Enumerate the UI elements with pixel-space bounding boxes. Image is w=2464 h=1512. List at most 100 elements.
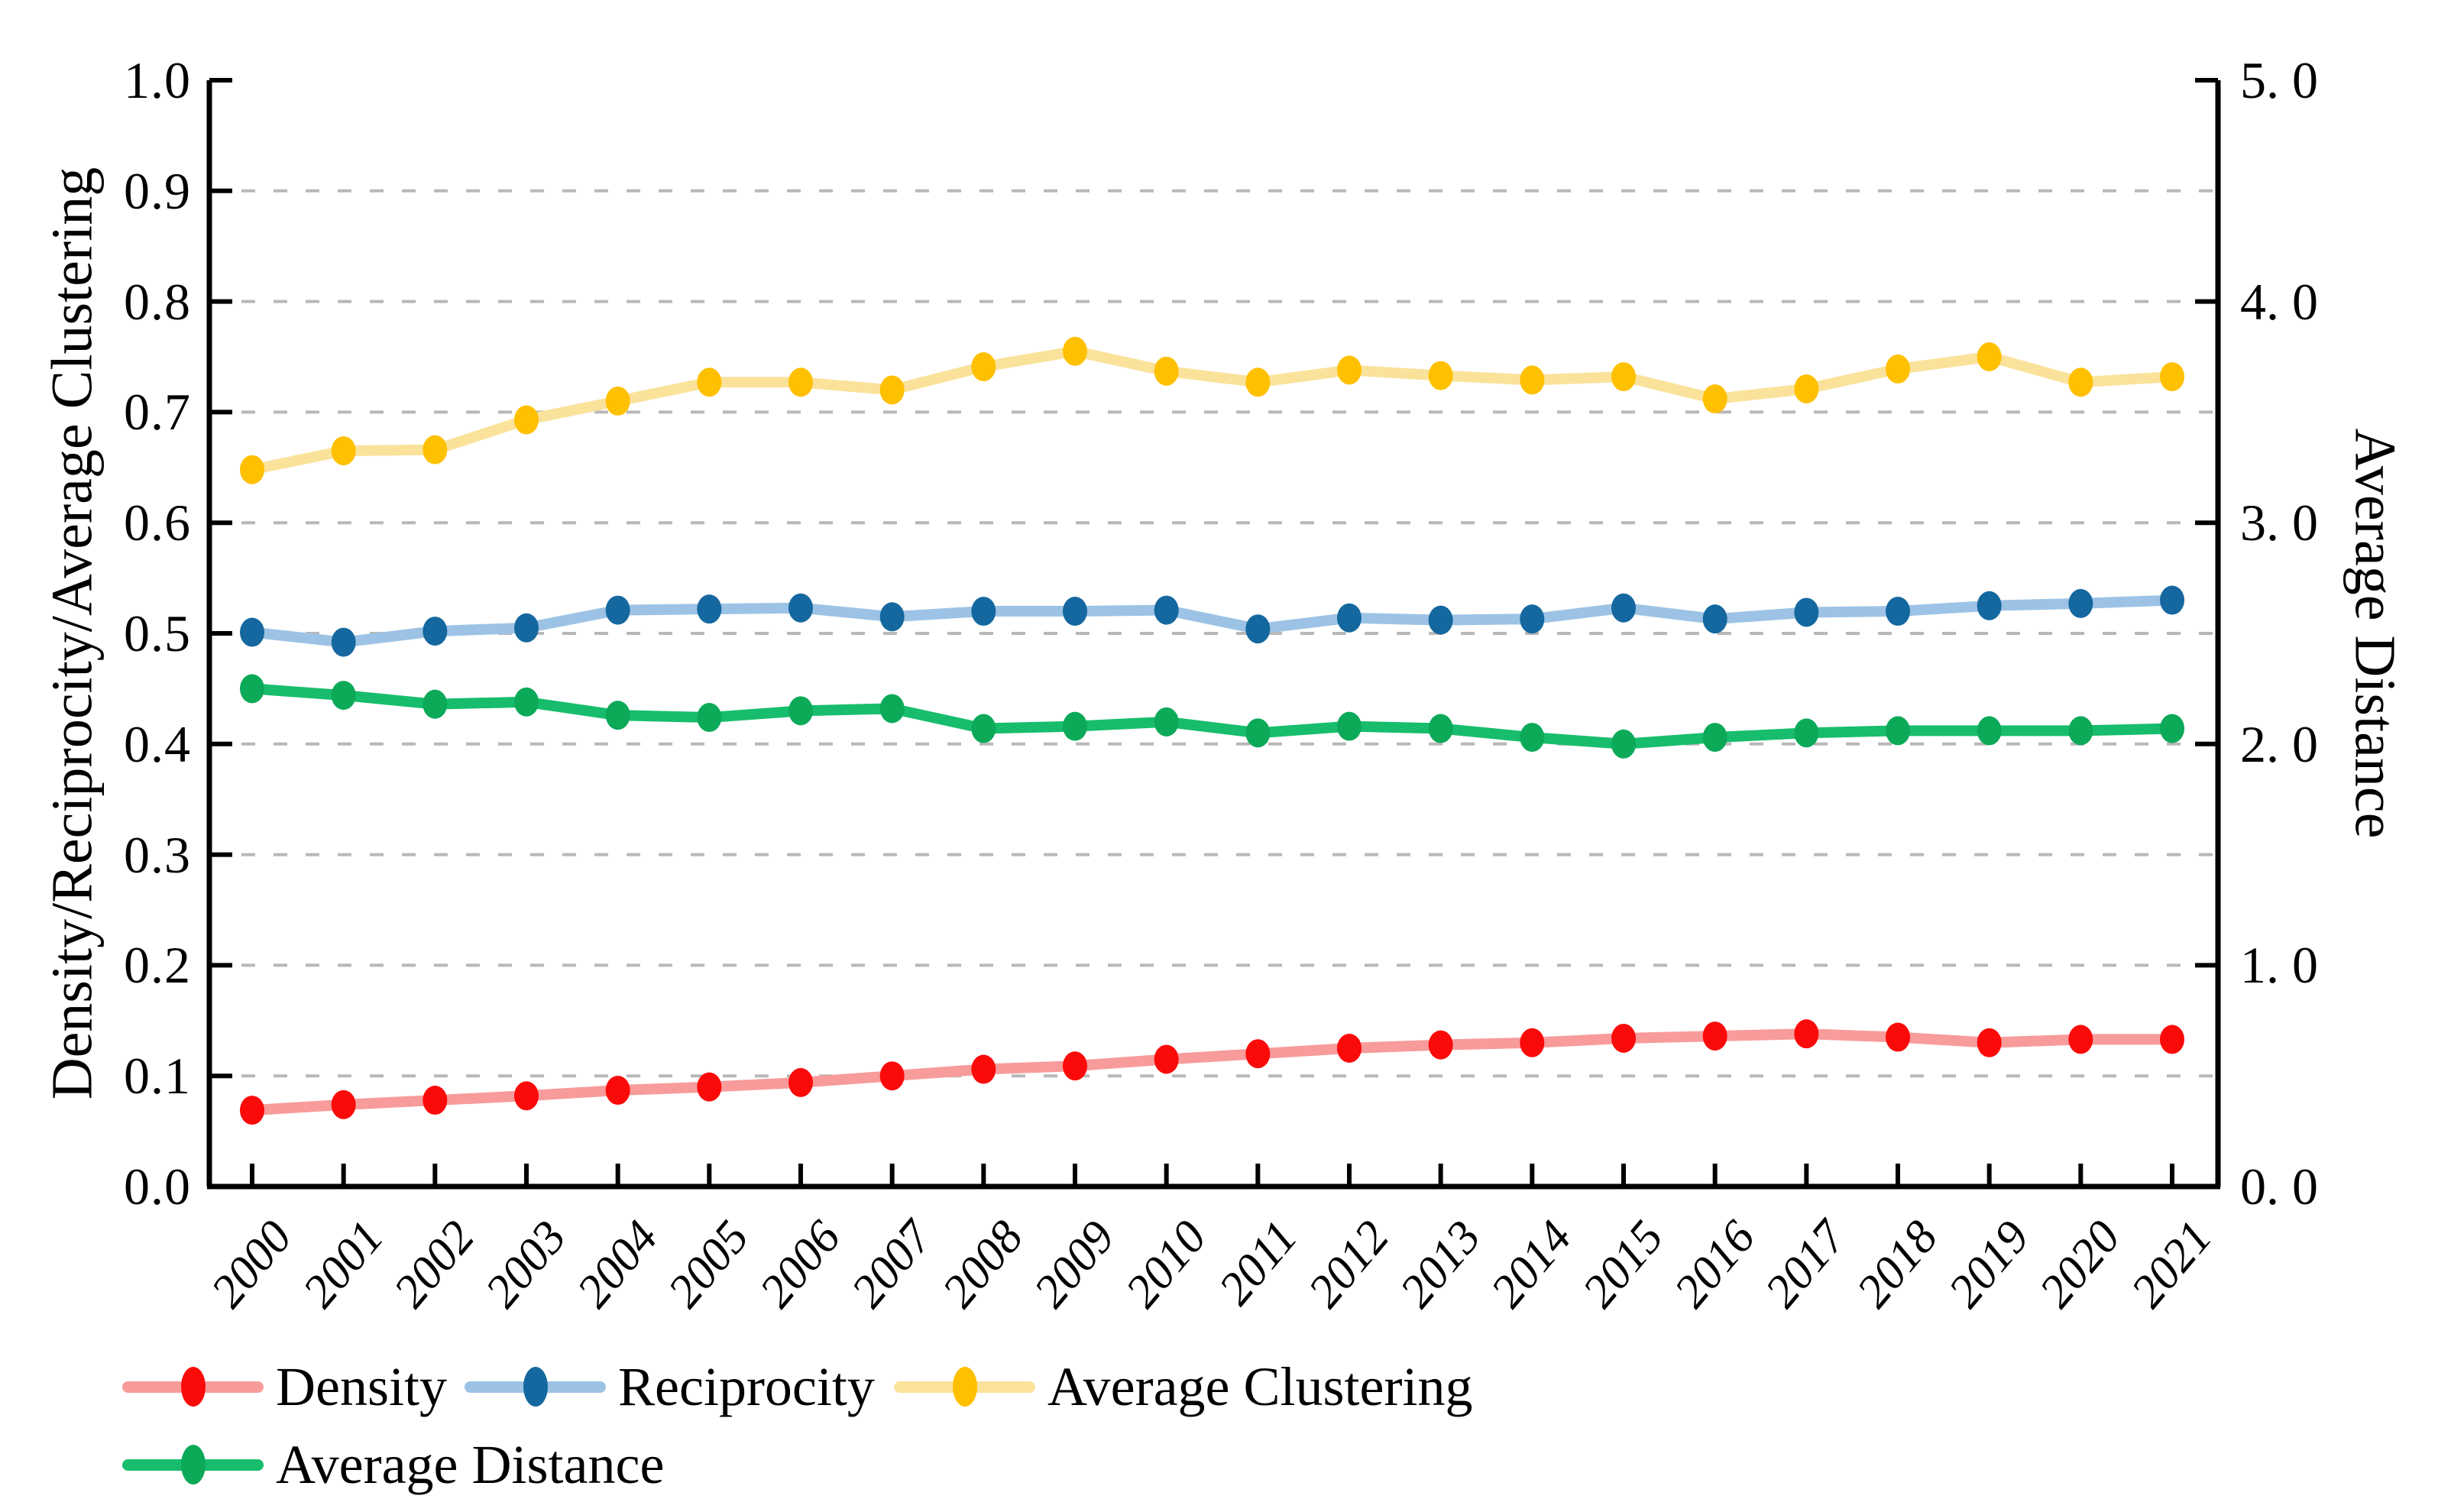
legend-label-average-distance: Average Distance [276, 1433, 665, 1495]
average-distance-point [1794, 718, 1819, 748]
average-distance-point [605, 701, 630, 730]
average-distance-point [1702, 723, 1727, 753]
reciprocity-point [514, 613, 539, 643]
average-clustering-point [1337, 355, 1362, 385]
density-point [331, 1089, 356, 1119]
density-line [247, 1028, 2177, 1116]
average-distance-point [1154, 707, 1179, 737]
left-axis-tick-label: 1.0 [124, 51, 191, 109]
right-axis-tick-label: 2. 0 [2240, 714, 2318, 773]
average-distance-point [240, 674, 264, 704]
left-axis-tick-label: 0.2 [124, 936, 191, 995]
reciprocity-point [1611, 593, 1636, 623]
reciprocity-point [971, 597, 996, 626]
average-distance-point [423, 689, 448, 719]
reciprocity-point [1245, 614, 1271, 644]
density-point [1428, 1030, 1453, 1060]
average-clustering-point [1428, 361, 1453, 390]
average-distance-point [788, 696, 813, 726]
average-clustering-point [1063, 336, 1087, 366]
left-axis-tick-label: 0.3 [124, 825, 191, 884]
average-distance-point [1428, 714, 1453, 743]
reciprocity-point [1337, 603, 1362, 633]
density-point [1063, 1051, 1087, 1081]
left-axis-tick-label: 0.4 [124, 714, 191, 773]
reciprocity-point [697, 594, 722, 624]
average-distance-line [247, 683, 2177, 750]
reciprocity-legend-marker-icon [465, 1352, 606, 1421]
reciprocity-point [1977, 591, 2002, 620]
left-axis-tick-label: 0.7 [124, 383, 191, 442]
density-point [697, 1072, 722, 1102]
density-point [2068, 1025, 2093, 1054]
right-axis-tick-label: 5. 0 [2240, 51, 2318, 109]
average-distance-point [1886, 716, 1910, 746]
right-axis-tick-label: 4. 0 [2240, 272, 2318, 331]
density-point [423, 1086, 448, 1115]
average-distance-point [331, 681, 356, 711]
density-point [879, 1061, 905, 1091]
reciprocity-point [1063, 597, 1087, 626]
reciprocity-point [2160, 585, 2184, 615]
average-distance-point [879, 694, 905, 724]
left-axis-tick-label: 0.9 [124, 161, 191, 220]
average-distance-point [514, 687, 539, 717]
reciprocity-point [240, 617, 264, 647]
left-axis-tick-label: 0.5 [124, 604, 191, 662]
average-distance-point [1611, 729, 1636, 759]
average-clustering-point [2160, 362, 2184, 392]
average-clustering-point [1245, 367, 1271, 397]
average-clustering-point [1886, 354, 1910, 384]
average-clustering-point [879, 375, 905, 405]
average-clustering-point [240, 455, 264, 484]
density-point [514, 1081, 539, 1111]
average-clustering-point [1977, 342, 2002, 371]
average-clustering-point [1702, 384, 1727, 414]
average-clustering-point [788, 367, 813, 397]
density-point [1977, 1028, 2002, 1057]
legend-item-average-distance: Average Distance [122, 1430, 664, 1499]
average-distance-point [1977, 716, 2002, 746]
reciprocity-point [1794, 597, 1819, 627]
reciprocity-point [1428, 605, 1453, 635]
average-clustering-point [1611, 362, 1636, 392]
average-distance-point [1063, 711, 1087, 741]
average-distance-point [2068, 716, 2093, 746]
density-point [1245, 1039, 1271, 1069]
average-clustering-point [1794, 374, 1819, 403]
density-point [971, 1054, 996, 1084]
average-distance-point [1337, 711, 1362, 741]
right-y-axis-title: Average Distance [2343, 428, 2407, 839]
average-clustering-point [2068, 367, 2093, 397]
right-axis-tick-label: 1. 0 [2240, 936, 2318, 995]
density-point [240, 1096, 264, 1125]
density-point [1154, 1044, 1179, 1074]
average-clustering-point [971, 352, 996, 382]
left-axis-tick-label: 0.0 [124, 1157, 191, 1216]
reciprocity-point [788, 593, 813, 623]
density-point [1794, 1019, 1819, 1049]
legend-label-average-clustering: Average Clustering [1047, 1355, 1473, 1417]
average-clustering-point [605, 386, 630, 416]
average-clustering-point [331, 436, 356, 466]
reciprocity-point [1702, 604, 1727, 634]
density-point [2160, 1025, 2184, 1054]
reciprocity-point [2068, 588, 2093, 618]
legend-item-reciprocity: Reciprocity [465, 1352, 875, 1421]
reciprocity-point [1154, 595, 1179, 625]
reciprocity-point [879, 602, 905, 632]
legend-item-average-clustering: Average Clustering [894, 1352, 1473, 1421]
left-axis-tick-label: 0.8 [124, 272, 191, 331]
average-clustering-point [423, 435, 448, 465]
density-point [1337, 1034, 1362, 1063]
left-axis-tick-label: 0.6 [124, 494, 191, 552]
average-clustering-point [1520, 365, 1545, 395]
average-clustering-legend-marker-icon [894, 1352, 1035, 1421]
average-distance-point [697, 703, 722, 733]
legend-label-reciprocity: Reciprocity [618, 1355, 875, 1417]
density-point [605, 1076, 630, 1106]
density-legend-marker-icon [122, 1352, 264, 1421]
reciprocity-point [1886, 597, 1910, 626]
average-clustering-point [697, 367, 722, 397]
